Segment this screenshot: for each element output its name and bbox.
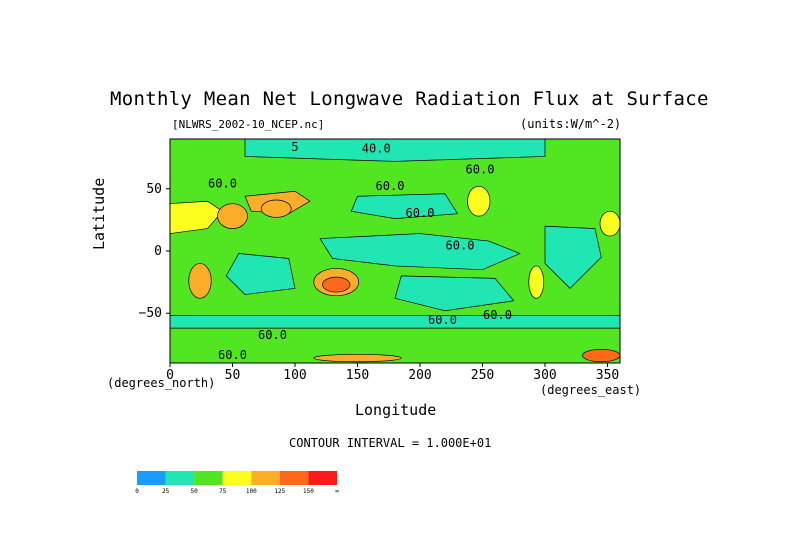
y-unit-label: (degrees_north) (107, 376, 216, 390)
x-tick-label: 100 (283, 368, 306, 383)
y-tick-label: 50 (146, 182, 162, 197)
colorbar-label: 75 (219, 488, 227, 495)
region-antarctica-hot2 (313, 353, 402, 363)
x-axis-label: Longitude (355, 401, 437, 419)
contour-label-0: 40.0 (362, 141, 391, 155)
y-tick-label: 0 (154, 244, 162, 259)
contour-label-3: 60.0 (466, 163, 495, 177)
colorbar-label: 150 (303, 488, 314, 495)
contour-interval: CONTOUR INTERVAL = 1.000E+01 (289, 436, 492, 450)
x-tick-label: 250 (471, 368, 494, 383)
colorbar-label: 0 (135, 488, 139, 495)
units-label: (units:W/m^-2) (520, 117, 622, 131)
colorbar-label: 100 (246, 488, 257, 495)
region-tibet (260, 199, 292, 218)
region-south-america (528, 265, 545, 299)
contour-label-4: 60.0 (446, 239, 475, 253)
region-antarctica-hot1 (582, 348, 620, 363)
region-north-pacific (350, 193, 459, 219)
contour-label-8: 60.0 (258, 328, 287, 342)
y-tick-label: −50 (139, 306, 162, 321)
colorbar-swatch (137, 471, 166, 485)
x-tick-label: 300 (533, 368, 556, 383)
x-tick-label: 350 (596, 368, 619, 383)
colorbar-swatch (222, 471, 252, 485)
region-indian-ocean (225, 253, 296, 295)
chart-title: Monthly Mean Net Longwave Radiation Flux… (110, 88, 709, 110)
x-tick-label: 50 (225, 368, 241, 383)
x-tick-label: 0 (166, 368, 174, 383)
region-australia-core (322, 276, 351, 293)
x-tick-label: 150 (346, 368, 369, 383)
colorbar-swatch (165, 471, 195, 485)
region-western-us (467, 185, 491, 217)
colorbar-swatch (279, 471, 309, 485)
colorbar: 0 25 50 75 100 125 150 ∞ (135, 471, 339, 495)
colorbar-label: 50 (191, 488, 199, 495)
contour-label-6: 60.0 (428, 313, 457, 327)
colorbar-swatch (308, 471, 337, 485)
colorbar-swatch (251, 471, 280, 485)
contour-label-9: 60.0 (218, 348, 247, 362)
region-southern-africa (188, 263, 212, 299)
contour-label-7: 60.0 (483, 308, 512, 322)
region-tropical-pacific (319, 233, 521, 271)
contour-label-1: 60.0 (208, 176, 237, 190)
x-tick-label: 200 (408, 368, 431, 383)
colorbar-label: ∞ (335, 488, 339, 495)
colorbar-label: 25 (162, 488, 170, 495)
map-layer: 40.060.0 60.060.060.060.060.0 60.060.060.0… (170, 139, 620, 363)
x-unit-label: (degrees_east) (540, 383, 642, 397)
region-arctic (244, 139, 546, 162)
region-south-pacific (394, 275, 515, 312)
region-southern-ocean (170, 315, 620, 329)
colorbar-label: 125 (274, 488, 285, 495)
region-antarctica (170, 340, 620, 363)
contour-label-5: 60.0 (406, 206, 435, 220)
file-label: [NLWRS_2002-10_NCEP.nc] (172, 118, 325, 131)
region-sahara-west (599, 210, 620, 237)
region-middle-east (217, 203, 248, 229)
colorbar-swatch (194, 471, 223, 485)
region-atlantic (544, 225, 602, 289)
region-sahara-east (170, 200, 224, 234)
contour-label-10: 5 (291, 140, 298, 154)
axis-layer: 0 50 100 150 200 250 300 350 50 0 −50 (139, 138, 621, 383)
contour-label-2: 60.0 (376, 179, 405, 193)
